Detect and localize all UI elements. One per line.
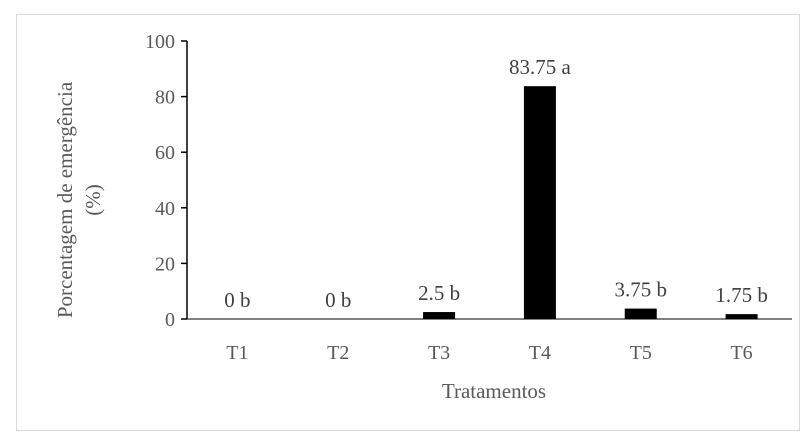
y-axis-title: Porcentagem de emergência (%) [53,81,105,318]
y-axis-title-line-2: (%) [81,184,105,215]
category-label: T4 [529,342,551,364]
chart-frame [16,14,800,431]
y-tick-label: 100 [145,31,175,53]
bar [523,86,556,319]
y-tick-label: 20 [155,253,175,275]
category-label: T1 [226,342,248,364]
y-tick-label: 80 [155,87,175,109]
bar [624,308,657,319]
y-tick-label: 0 [165,309,175,331]
bar [725,314,758,319]
y-tick-label: 40 [155,198,175,220]
category-label: T2 [327,342,349,364]
x-axis-title: Tratamentos [442,379,546,403]
data-label: 83.75 a [509,55,572,79]
category-label: T6 [730,342,752,364]
category-label: T3 [428,342,450,364]
data-label: 3.75 b [615,278,668,302]
category-label: T5 [630,342,652,364]
y-tick-label: 60 [155,142,175,164]
data-label: 0 b [224,288,250,312]
data-label: 2.5 b [418,281,460,305]
data-label: 0 b [325,288,351,312]
bar [423,312,456,319]
plot-area: 0 20 40 60 80 100 T1 0 b T2 0 b T3 2.5 b T4 83.75 a T5… [145,31,792,364]
y-axis-title-line-1: Porcentagem de emergência [53,81,77,318]
data-label: 1.75 b [715,283,768,307]
